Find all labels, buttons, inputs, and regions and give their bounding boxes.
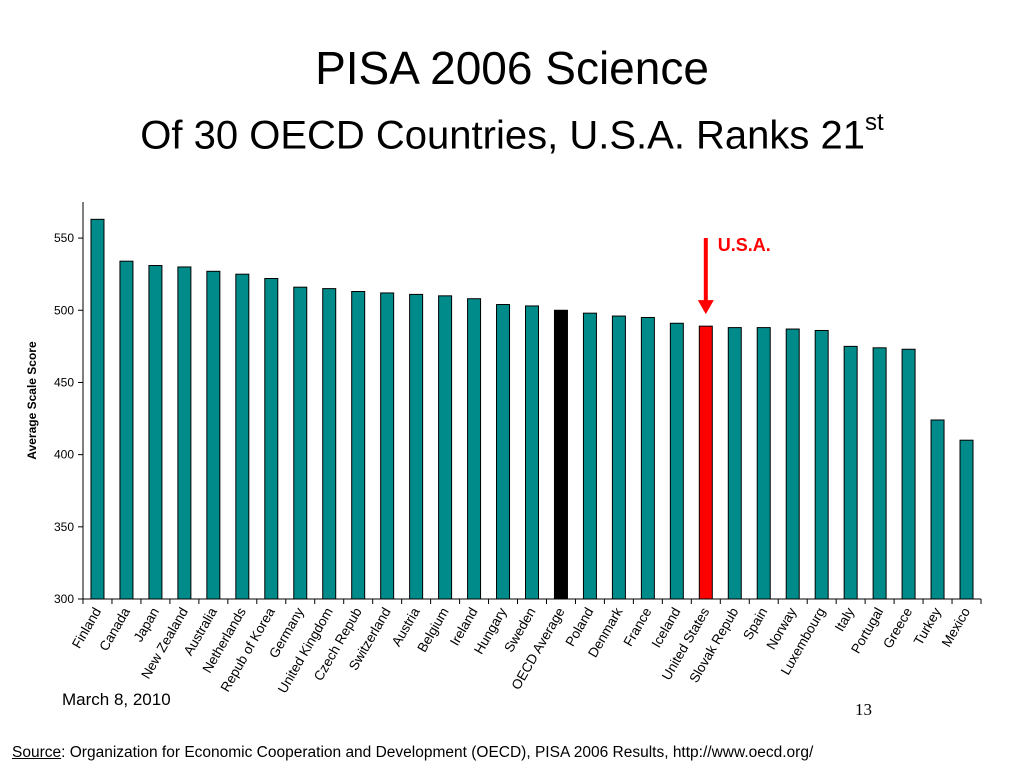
bar-netherlands: [235, 273, 250, 600]
x-tick-label: Italy: [832, 605, 857, 634]
bar-japan: [148, 265, 163, 600]
bar-austria: [409, 293, 424, 600]
slide-title: PISA 2006 Science: [315, 42, 709, 94]
bar-turkey: [930, 419, 945, 600]
x-tick-label: Spain: [740, 605, 770, 642]
bar-ireland: [467, 298, 482, 600]
bar-australia: [206, 270, 221, 600]
bar-portugal: [872, 347, 887, 600]
bar-repub-of-korea: [264, 278, 279, 600]
bar-new-zealand: [177, 266, 192, 600]
bar-united-states: [698, 325, 713, 600]
slide-date: March 8, 2010: [62, 690, 171, 709]
bar-germany: [293, 286, 308, 600]
bar-mexico: [959, 439, 974, 600]
y-tick-label: 450: [54, 375, 74, 389]
bar-united-kingdom: [322, 288, 337, 600]
bar-sweden: [525, 305, 539, 600]
subtitle-superscript: st: [865, 109, 884, 136]
bar-greece: [901, 348, 916, 600]
source-label: Source: [12, 744, 62, 761]
subtitle-text: Of 30 OECD Countries, U.S.A. Ranks 21: [140, 113, 866, 158]
annotation-arrow-head: [697, 300, 714, 315]
bar-belgium: [438, 295, 453, 600]
bar-finland: [90, 218, 105, 600]
bar-canada: [119, 260, 134, 600]
y-tick-label: 300: [54, 592, 74, 606]
y-tick-label: 350: [54, 520, 74, 534]
y-tick-label: 400: [54, 448, 74, 462]
bar-denmark: [611, 315, 626, 600]
bar-italy: [843, 345, 858, 600]
bar-france: [640, 316, 655, 600]
source-note: Source: Organization for Economic Cooper…: [12, 744, 813, 762]
slide-number: 13: [855, 700, 872, 719]
bar-luxembourg: [814, 329, 829, 600]
bar-iceland: [669, 322, 684, 600]
bar-slovak-repub: [727, 327, 742, 600]
y-tick-label: 550: [54, 231, 74, 245]
bar-spain: [756, 327, 771, 600]
y-tick-label: 500: [54, 303, 74, 317]
annotation-label: U.S.A.: [718, 235, 771, 255]
bar-hungary: [496, 303, 511, 600]
y-axis-title: Average Scale Score: [25, 341, 39, 460]
bar-poland: [582, 312, 597, 600]
bar-switzerland: [380, 292, 395, 600]
slide-subtitle: Of 30 OECD Countries, U.S.A. Ranks 21st: [0, 102, 1024, 160]
bar-norway: [785, 328, 800, 600]
bar-oecd-average: [553, 309, 568, 600]
x-tick-label: Greece: [880, 605, 915, 651]
source-text: : Organization for Economic Cooperation …: [61, 744, 814, 761]
x-tick-label: Japan: [131, 605, 162, 644]
bar-czech-repub: [351, 291, 366, 600]
x-tick-label: Mexico: [939, 605, 973, 650]
